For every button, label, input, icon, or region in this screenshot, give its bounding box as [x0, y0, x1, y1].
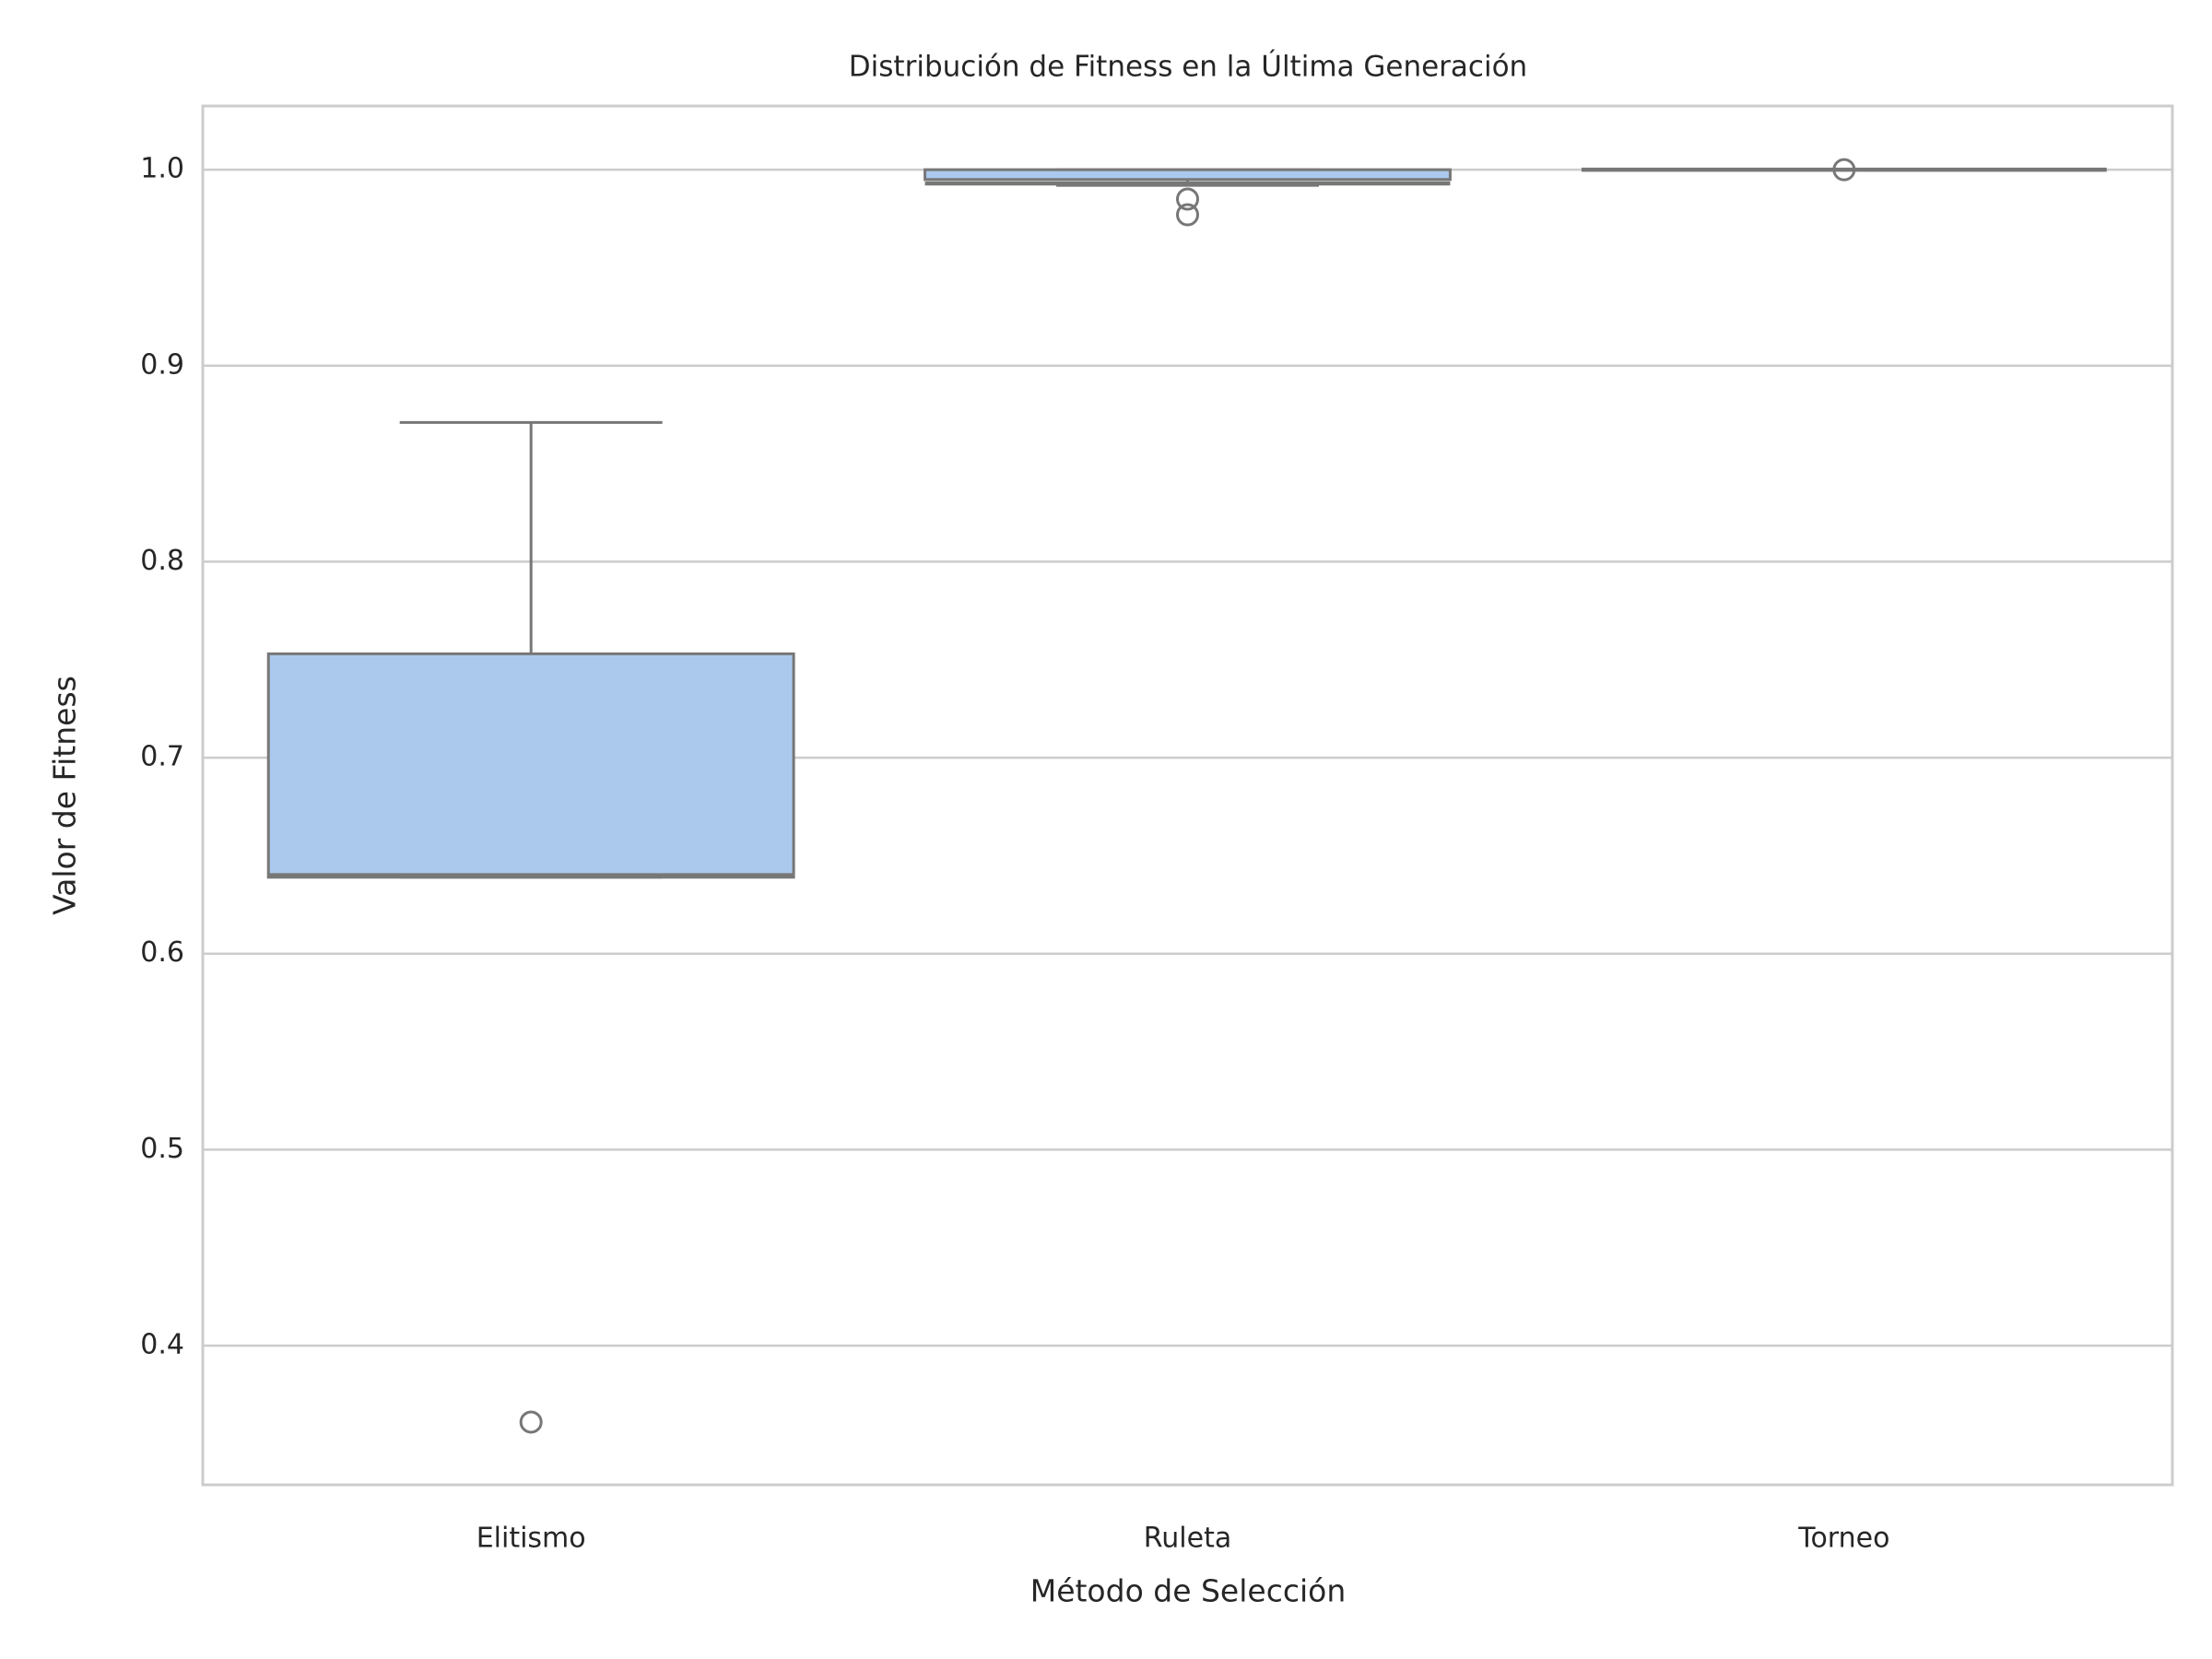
chart-title: Distribución de Fitness en la Última Gen…: [849, 50, 1527, 84]
y-tick-label: 0.6: [140, 936, 184, 969]
y-axis-label: Valor de Fitness: [47, 676, 83, 915]
outlier: [519, 1410, 543, 1434]
x-tick-label: Ruleta: [1144, 1523, 1231, 1555]
y-tick-label: 0.8: [140, 545, 184, 577]
box: [924, 168, 1452, 182]
box: [266, 652, 795, 879]
outlier: [1832, 158, 1856, 182]
y-tick-label: 0.5: [140, 1133, 184, 1165]
plot-frame: [201, 104, 2174, 1487]
y-tick-label: 0.4: [140, 1329, 184, 1361]
outlier: [1176, 187, 1199, 211]
y-tick-label: 0.7: [140, 741, 184, 773]
x-tick-label: Torneo: [1797, 1523, 1889, 1555]
outlier: [1176, 203, 1199, 227]
x-axis-label: Método de Selección: [1030, 1573, 1347, 1609]
x-tick-label: Elitismo: [477, 1523, 586, 1555]
y-tick-label: 0.9: [140, 348, 184, 381]
y-tick-label: 1.0: [140, 153, 184, 185]
